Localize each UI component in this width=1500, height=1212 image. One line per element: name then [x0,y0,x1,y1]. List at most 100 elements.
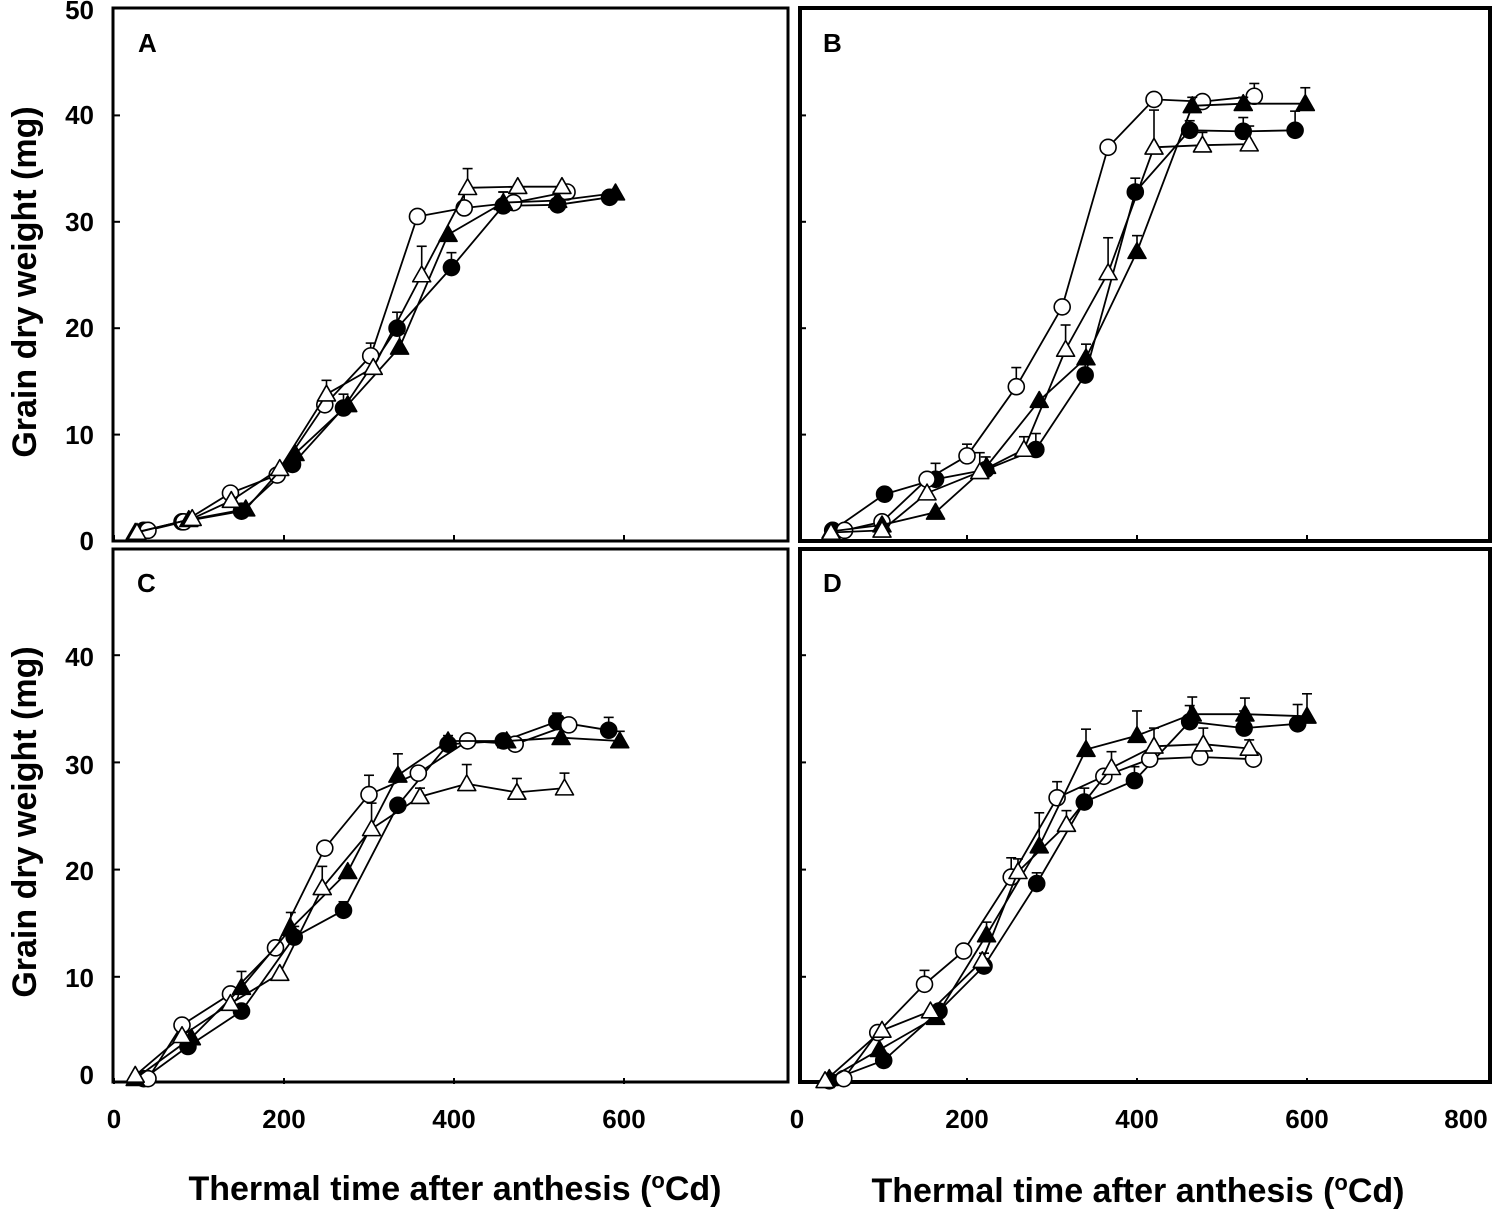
data-point-filled-triangle [1235,704,1255,722]
data-point-filled-triangle [1029,836,1050,854]
y-tick-label: 0 [80,1060,94,1090]
data-point-open-triangle [1192,135,1213,153]
data-point-open-circle [409,764,428,782]
y-axis-title-top: Grain dry weight (mg) [6,106,44,457]
data-point-filled-circle [1125,771,1144,790]
data-point-filled-circle [1235,719,1253,737]
data-point-open-triangle [1144,736,1164,754]
data-point-filled-circle [1286,121,1304,140]
data-point-open-triangle [872,520,892,538]
data-point-filled-triangle [1295,93,1316,112]
series-line-filled-circle [828,720,1298,1082]
data-point-open-triangle [312,878,333,896]
data-point-open-triangle [363,357,384,376]
data-point-filled-triangle [493,192,514,211]
data-point-filled-triangle [235,499,256,517]
data-point-filled-triangle [1127,241,1147,260]
data-point-open-triangle [1144,137,1164,155]
data-point-filled-circle [442,258,461,277]
data-point-filled-triangle [438,731,458,749]
data-point-open-circle [1099,138,1117,157]
data-point-filled-triangle [1127,725,1147,744]
data-point-open-triangle [969,462,990,480]
data-point-open-triangle [1056,814,1077,833]
data-point-filled-circle [1234,122,1253,141]
y-tick-label: 20 [65,856,94,886]
series-line-open-circle [147,724,570,1080]
x-tick-label: 600 [1285,1104,1328,1134]
data-point-filled-circle [1076,366,1094,384]
data-point-open-circle [408,207,427,226]
x-tick-label: 600 [602,1104,645,1134]
data-point-filled-triangle [337,861,358,880]
data-point-open-circle [915,975,934,994]
data-point-filled-circle [1027,874,1046,893]
series-line-open-circle [147,191,568,532]
data-point-filled-triangle [280,918,301,937]
data-point-filled-circle [334,901,353,920]
y-tick-label: 10 [65,420,94,450]
series-line-filled-triangle [830,102,1306,533]
data-point-open-triangle [917,483,937,501]
x-tick-label: 0 [790,1104,804,1134]
panel-label: C [137,568,156,598]
data-point-open-triangle [125,1065,146,1083]
data-point-filled-circle [599,721,618,740]
data-point-open-triangle [507,176,528,195]
series-line-filled-triangle [828,713,1308,1080]
data-point-filled-circle [1180,121,1199,140]
panel-d: D [798,547,1492,1090]
panel-frame [111,547,790,1084]
x-axis-title-right: Thermal time after anthesis (oCd) [871,1170,1404,1210]
series-line-open-triangle [830,143,1250,534]
data-point-filled-triangle [1076,348,1096,366]
x-axis-title-main: Thermal time after anthesis ( [871,1172,1335,1210]
y-tick-label: 30 [65,750,94,780]
data-point-open-triangle [507,782,527,800]
panel-frame [111,6,790,543]
panel-c: C [111,547,790,1088]
data-point-filled-triangle [1233,93,1254,112]
y-tick-label: 20 [65,313,94,343]
data-point-open-circle [1007,377,1026,396]
series-line-open-circle [843,756,1254,1080]
x-tick-label: 800 [1444,1104,1487,1134]
data-point-open-triangle [1098,263,1118,281]
data-point-open-triangle [821,522,841,541]
x-tick-label: 0 [107,1104,121,1134]
panel-b: B [798,6,1492,543]
series-line-open-triangle [136,185,562,534]
series-line-filled-circle [832,129,1296,532]
data-point-filled-triangle [337,395,358,413]
series-line-open-circle [844,95,1255,532]
data-point-open-triangle [411,265,432,283]
x-axis-title-unit: Cd) [665,1170,722,1208]
data-point-filled-triangle [389,337,410,355]
y-tick-label: 40 [65,100,94,130]
x-tick-label: 200 [945,1104,988,1134]
data-point-open-circle [1053,298,1071,316]
data-point-filled-triangle [438,224,458,243]
data-point-filled-triangle [547,190,568,209]
data-point-open-triangle [972,950,993,969]
panel-label: A [138,28,157,58]
panel-frame [798,6,1492,543]
data-point-open-triangle [220,993,241,1012]
x-axis-title-left: Thermal time after anthesis (oCd) [188,1168,721,1208]
data-point-open-triangle [316,384,337,402]
data-point-filled-triangle [496,731,517,749]
y-tick-labels-top: 0 10 20 30 40 50 [65,0,94,556]
panel-frame [798,547,1492,1084]
data-point-filled-triangle [605,183,626,201]
data-point-open-triangle [1101,757,1122,776]
data-point-open-triangle [172,1025,192,1044]
y-tick-label: 50 [65,0,94,25]
data-point-open-circle [360,785,378,804]
data-point-filled-triangle [1297,706,1317,724]
data-point-open-triangle [457,177,478,196]
data-point-open-triangle [552,176,572,195]
data-point-open-triangle [1008,861,1028,880]
data-point-filled-triangle [869,1039,890,1058]
data-point-open-circle [315,839,334,857]
